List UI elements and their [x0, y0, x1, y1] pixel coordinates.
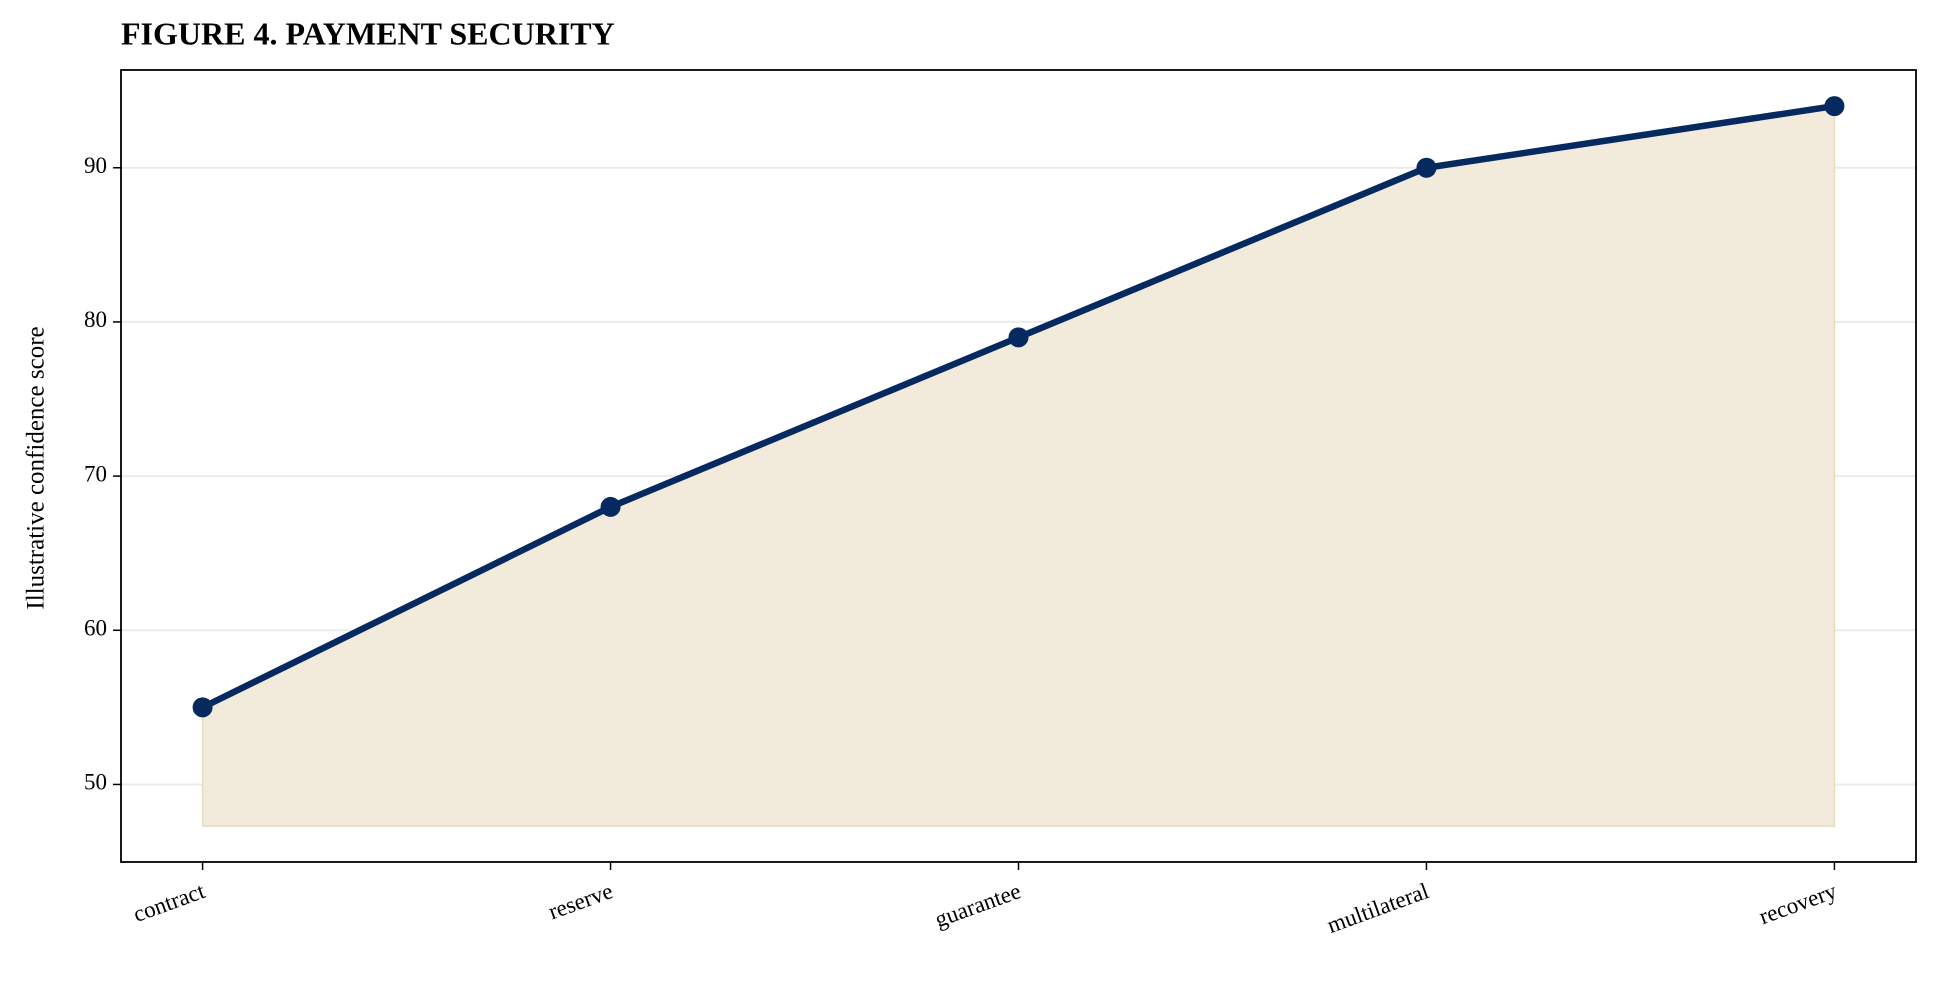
- chart-title: FIGURE 4. PAYMENT SECURITY: [121, 15, 615, 51]
- y-tick-label: 50: [84, 770, 107, 795]
- x-tick-label: recovery: [1756, 878, 1841, 929]
- area: [201, 105, 1836, 827]
- y-tick-label: 80: [84, 307, 107, 332]
- point: [600, 496, 621, 517]
- x-tick-label: reserve: [545, 878, 616, 924]
- x-tick-label: contract: [130, 878, 209, 927]
- point: [1008, 327, 1029, 348]
- y-tick-label: 70: [84, 461, 107, 486]
- point: [192, 697, 213, 718]
- y-tick-label: 60: [84, 616, 107, 641]
- point: [1416, 157, 1437, 178]
- y-axis-label: Illustrative confidence score: [23, 326, 50, 609]
- point: [1824, 96, 1845, 117]
- x-tick-label: multilateral: [1324, 878, 1432, 938]
- y-tick-label: 90: [84, 153, 107, 178]
- x-tick-label: guarantee: [931, 878, 1024, 932]
- plot-frame: [120, 69, 1917, 863]
